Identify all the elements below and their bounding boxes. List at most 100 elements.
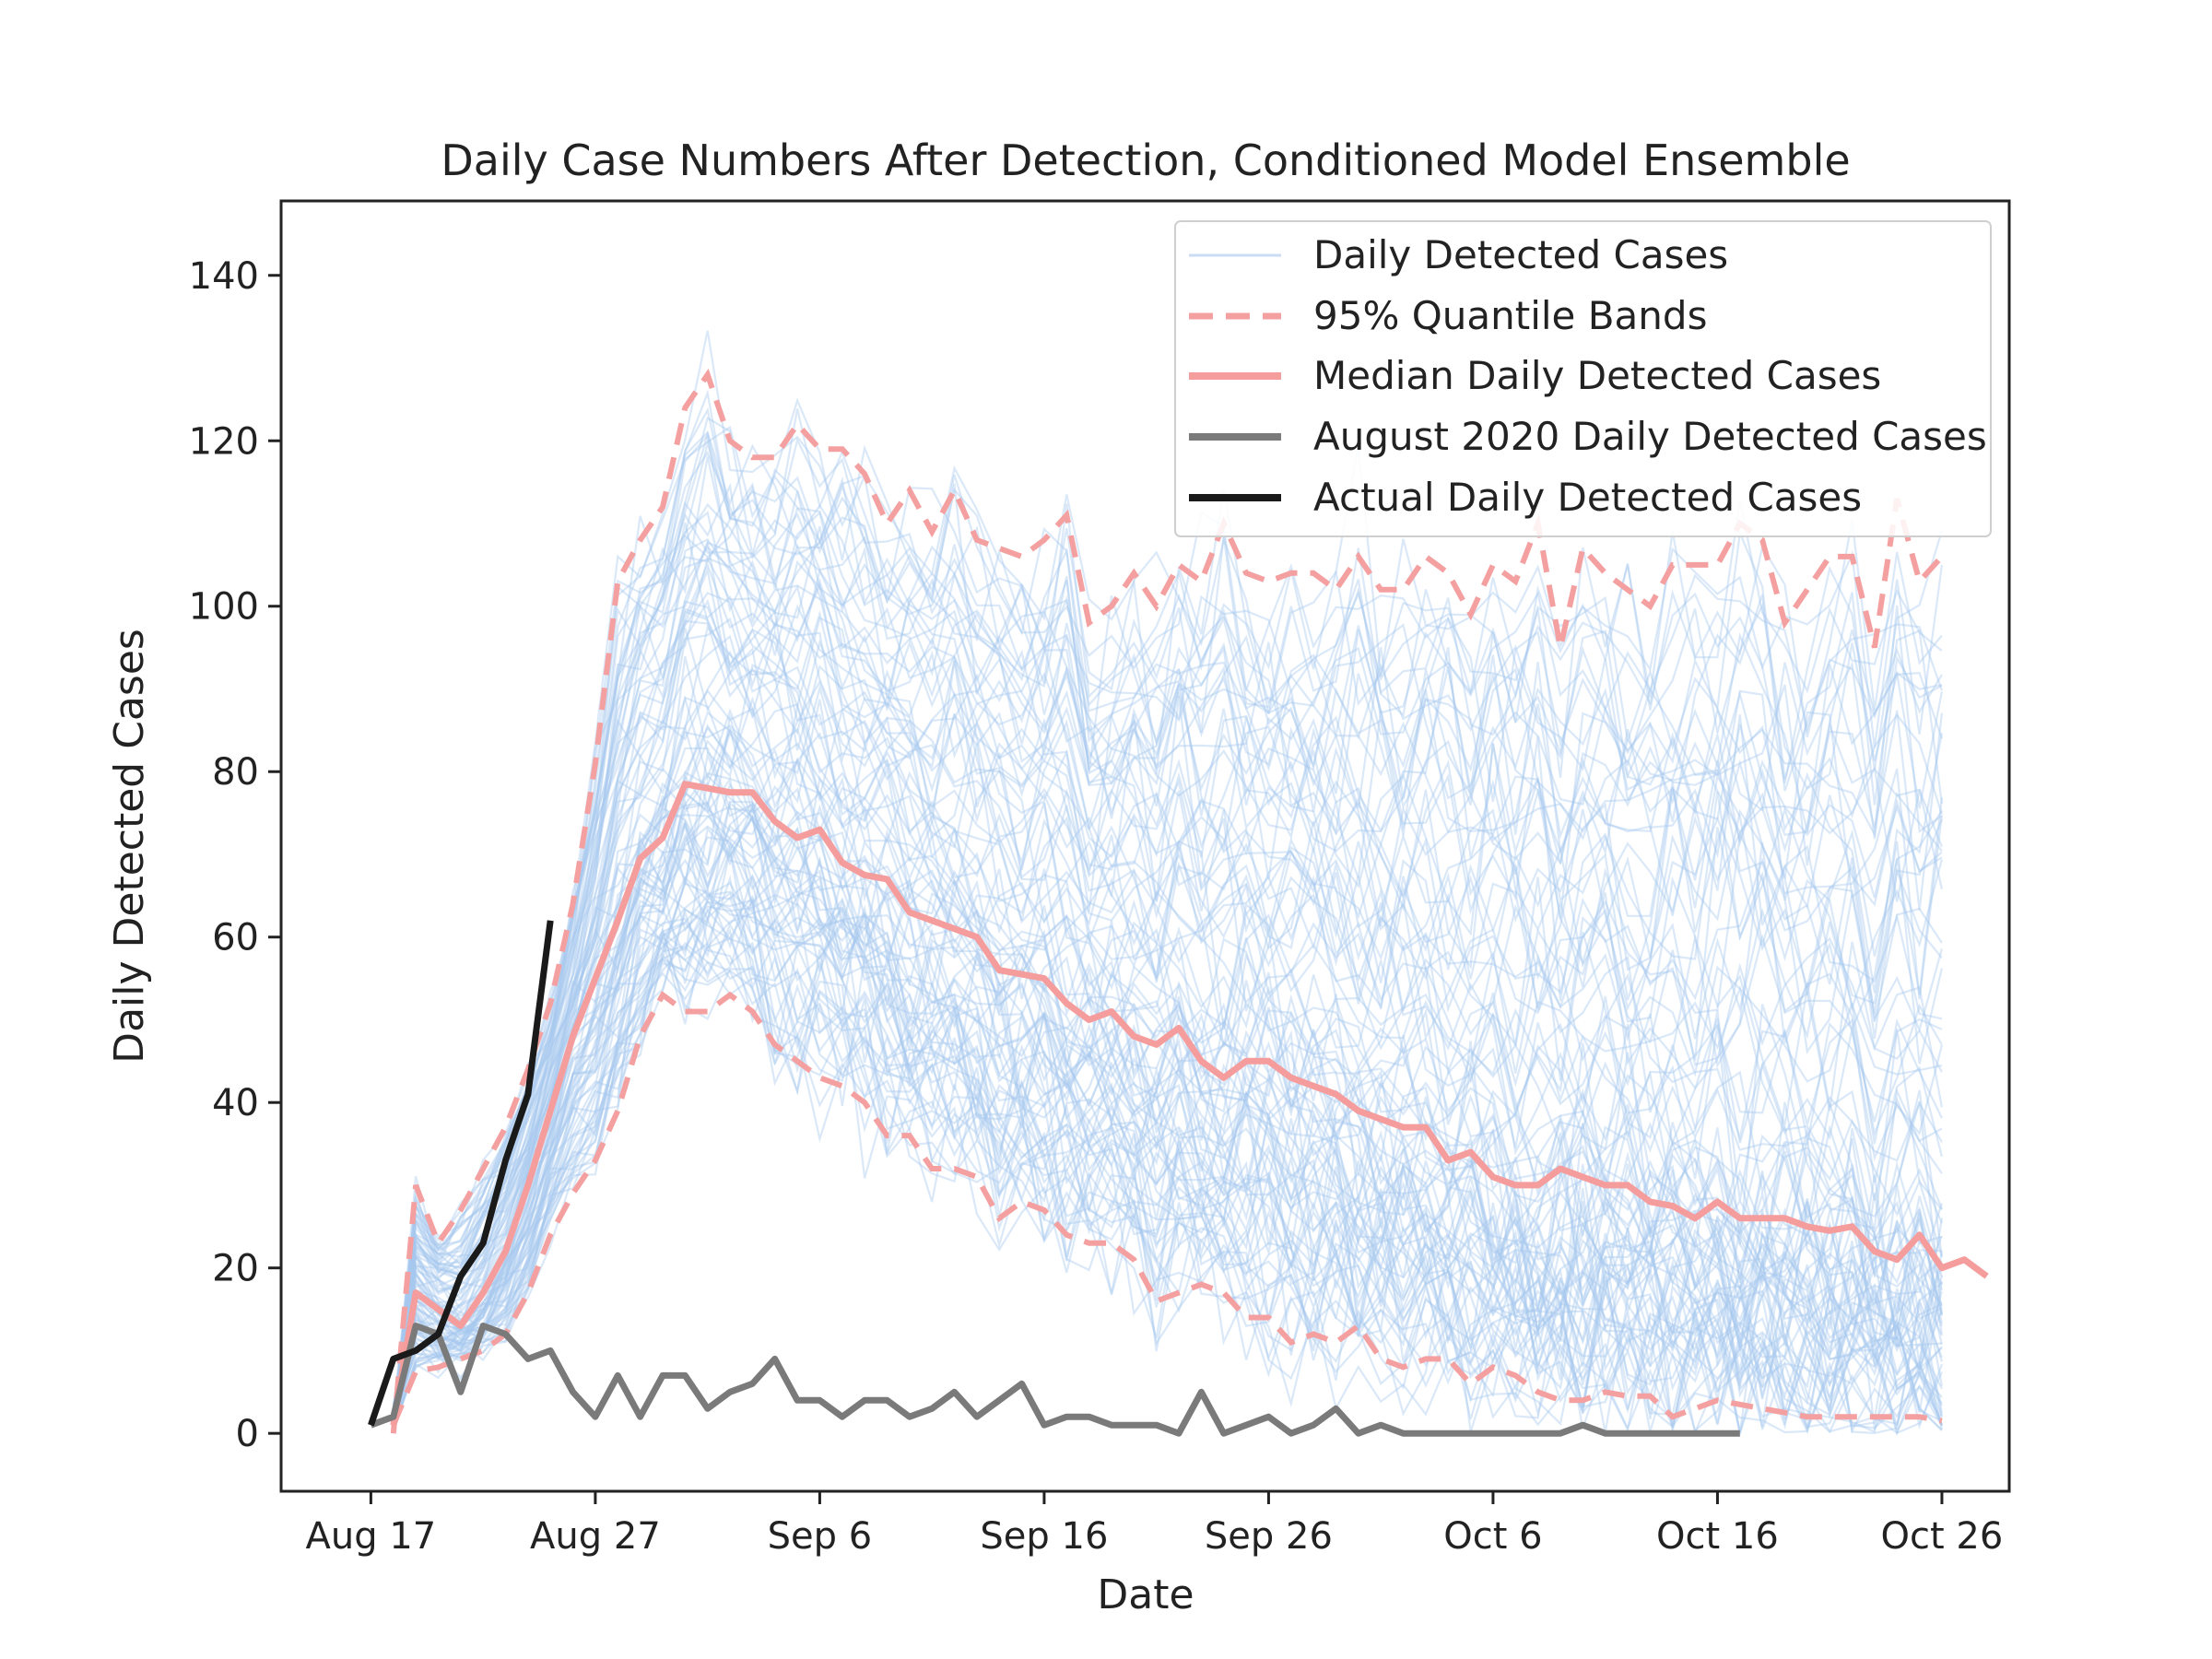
august2020-line: [370, 1323, 1740, 1437]
ensemble-line: [392, 813, 1943, 1430]
ensemble-line: [392, 430, 1943, 1428]
ensemble-line: [392, 850, 1943, 1430]
ensemble-line: [392, 696, 1943, 1424]
ensemble-line: [392, 582, 1943, 1430]
ensemble-line: [392, 832, 1943, 1431]
ensemble-line: [392, 656, 1943, 1427]
ensemble-line: [392, 936, 1943, 1433]
ensemble-line: [392, 815, 1943, 1429]
ensemble-line: [392, 875, 1943, 1429]
ensemble-line: [392, 407, 1943, 1421]
plot-area: [368, 330, 1989, 1437]
ensemble-line: [392, 631, 1943, 1428]
ensemble-line: [392, 771, 1943, 1427]
ensemble-line: [392, 482, 1943, 1429]
ensemble-line: [392, 416, 1943, 1432]
ensemble-line: [392, 757, 1943, 1426]
legend: Daily Detected Cases 95% Quantile Bands …: [1174, 220, 1992, 537]
ensemble-line: [392, 696, 1943, 1433]
ensemble-line: [392, 609, 1943, 1410]
legend-label-median: Median Daily Detected Cases: [1313, 353, 1881, 398]
y-tick-label: 140: [189, 255, 259, 298]
y-tick-label: 60: [212, 917, 259, 959]
ensemble-line: [392, 916, 1943, 1431]
ensemble-line: [392, 890, 1943, 1428]
legend-label-august2020: August 2020 Daily Detected Cases: [1313, 414, 1987, 459]
ensemble-line: [392, 546, 1943, 1433]
ensemble-line: [392, 502, 1943, 1414]
ensemble-line: [392, 882, 1943, 1426]
ensemble-line: [392, 801, 1943, 1429]
ensemble-line: [392, 330, 1943, 1433]
median-line: [390, 781, 1989, 1426]
ensemble-line: [392, 730, 1943, 1433]
x-tick-label: Aug 17: [306, 1515, 437, 1558]
ensemble-line: [392, 897, 1943, 1437]
ensemble-line: [392, 538, 1943, 1422]
ensemble-line: [392, 408, 1943, 1433]
ensemble-line: [392, 439, 1943, 1411]
ensemble-line: [392, 539, 1943, 1433]
ensemble-line: [392, 456, 1943, 1422]
y-tick-label: 80: [212, 751, 259, 794]
ensemble-line: [392, 851, 1943, 1436]
ensemble-line: [392, 625, 1943, 1406]
ensemble-line: [392, 774, 1943, 1407]
ensemble-line: [392, 618, 1943, 1418]
ensemble-line: [392, 430, 1943, 1430]
ensemble-line: [392, 899, 1943, 1433]
y-tick-label: 40: [212, 1082, 259, 1124]
ensemble-line: [392, 522, 1943, 1432]
ensemble-line: [392, 823, 1943, 1433]
ensemble-line: [392, 941, 1943, 1432]
ensemble-line: [392, 826, 1943, 1430]
ensemble-line: [392, 846, 1943, 1433]
ensemble-line: [392, 884, 1943, 1435]
ensemble-line: [392, 397, 1943, 1430]
ensemble-line: [392, 899, 1943, 1435]
legend-label-ensemble: Daily Detected Cases: [1313, 232, 1728, 277]
x-tick-label: Sep 26: [1205, 1515, 1333, 1558]
ensemble-line: [392, 780, 1943, 1434]
ensemble-line: [392, 922, 1943, 1435]
ensemble-line: [392, 800, 1942, 1433]
ensemble-line: [392, 432, 1943, 1433]
y-tick-label: 100: [189, 586, 259, 629]
y-axis-label: Daily Detected Cases: [106, 629, 153, 1064]
quantile-lower-line: [391, 991, 1943, 1427]
ensemble-line: [392, 724, 1943, 1433]
ensemble-line: [392, 833, 1943, 1420]
ensemble-line: [392, 782, 1943, 1427]
y-tick-label: 20: [212, 1248, 259, 1290]
ensemble-line: [392, 525, 1943, 1430]
x-tick-label: Aug 27: [530, 1515, 661, 1558]
ensemble-line: [392, 567, 1943, 1434]
ensemble-line: [392, 482, 1943, 1416]
ensemble-line: [392, 619, 1943, 1430]
ensemble-line: [392, 927, 1943, 1431]
x-tick-label: Sep 16: [980, 1515, 1108, 1558]
x-tick-label: Oct 6: [1443, 1515, 1542, 1558]
ensemble-line: [392, 858, 1943, 1427]
ensemble-line: [392, 650, 1943, 1433]
ensemble-line: [392, 541, 1943, 1433]
ensemble-line: [392, 791, 1943, 1415]
ensemble-lines: [392, 330, 1943, 1437]
ensemble-line: [392, 711, 1943, 1429]
legend-label-quantile: 95% Quantile Bands: [1313, 293, 1707, 338]
ensemble-line: [392, 891, 1943, 1434]
x-axis-label: Date: [1097, 1571, 1194, 1618]
ensemble-line: [392, 688, 1943, 1409]
x-tick-label: Sep 6: [768, 1515, 873, 1558]
ensemble-line: [392, 511, 1943, 1429]
ensemble-line: [392, 801, 1943, 1419]
ensemble-line: [392, 695, 1943, 1432]
ensemble-line: [392, 724, 1943, 1431]
axes: 0 20 40 60 80 100 120 140 Aug 17 Aug 27 Sep 6 Sep 1…: [189, 199, 2011, 1558]
y-tick-label: 0: [236, 1413, 259, 1455]
quantile-upper-line: [390, 368, 1945, 1434]
ensemble-line: [392, 725, 1943, 1430]
ensemble-line: [392, 776, 1943, 1413]
ensemble-line: [392, 873, 1943, 1430]
